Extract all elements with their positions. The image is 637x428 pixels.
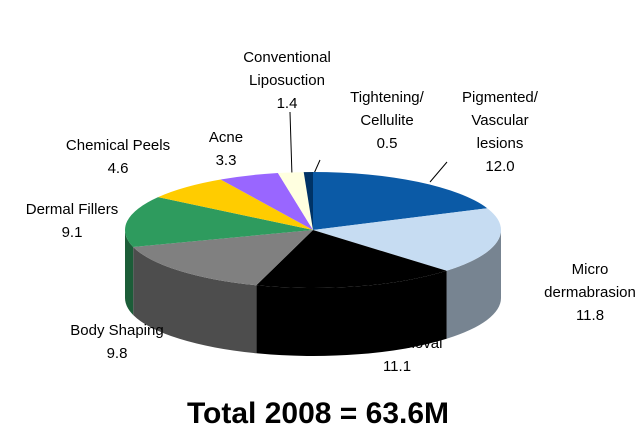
slice-label: Body Shaping [70,322,163,339]
slice [133,230,313,286]
value-label: 3.3 [216,152,237,169]
value-label: 1.4 [277,95,298,112]
slice [313,208,501,271]
slice-label: Dermal Fillers [26,201,119,218]
slice-side [446,230,501,339]
leader-line [429,161,448,183]
value-label: 12.0 [485,158,514,175]
slice-side [133,246,257,354]
slice [313,172,488,230]
slice-label: Acne [209,129,243,146]
value-label: 11.1 [383,358,411,375]
tops [125,172,501,289]
slice-label: Tightening/Cellulite [350,89,424,129]
slice-label: Conventional Liposuction [243,49,331,89]
value-label: 9.1 [62,224,83,241]
slice-label: Chemical Peels [66,137,170,154]
value-label: 9.8 [107,345,128,362]
sides [125,230,501,356]
slice-label: Hair Removal [352,335,443,352]
leader-line [289,111,293,177]
slice [303,172,313,230]
value-label: 0.5 [377,135,398,152]
value-label: 4.6 [108,160,129,177]
value-label: 11.8 [576,307,604,324]
chart-title: Total 2008 = 63.6M [187,397,449,428]
slice [220,173,313,230]
slice-label: Pigmented/Vascular lesions [462,89,539,152]
slice [256,230,447,289]
slice [125,197,313,247]
slice-side [125,230,134,315]
slice [277,172,313,230]
slice-label: Micro dermabrasion [544,261,636,301]
slice-side [256,270,447,356]
slice [158,179,313,230]
